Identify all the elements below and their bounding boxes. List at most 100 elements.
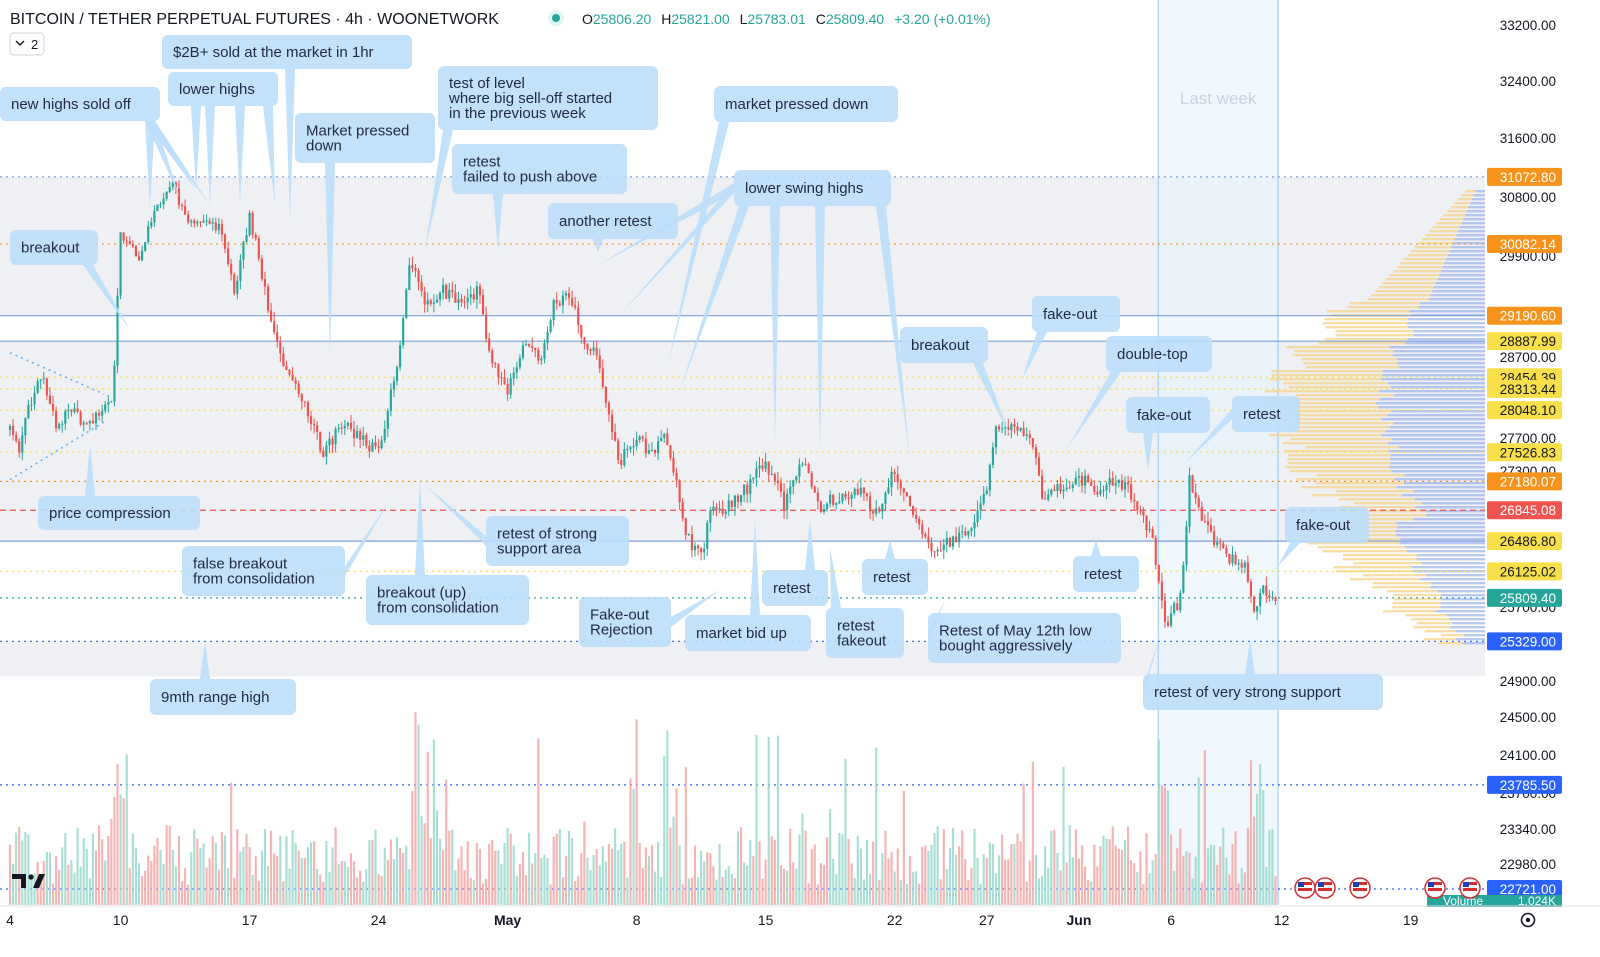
price-level-badge[interactable]: 23785.50 xyxy=(1487,775,1562,794)
candle[interactable] xyxy=(1194,483,1197,505)
candle[interactable] xyxy=(847,491,850,505)
candle[interactable] xyxy=(405,287,408,319)
candle[interactable] xyxy=(239,253,242,290)
callout-box[interactable] xyxy=(734,170,891,206)
candle[interactable] xyxy=(764,452,767,473)
candle[interactable] xyxy=(125,236,128,248)
candle[interactable] xyxy=(276,324,279,348)
price-level-badge[interactable]: 25809.40 xyxy=(1487,588,1562,607)
candle[interactable] xyxy=(122,232,125,245)
candle[interactable] xyxy=(337,423,340,433)
candle[interactable] xyxy=(248,210,251,237)
candle[interactable] xyxy=(331,435,334,454)
candle[interactable] xyxy=(1176,596,1179,611)
candle[interactable] xyxy=(1056,480,1059,498)
annotation-callout[interactable]: market bid up xyxy=(685,615,811,651)
candle[interactable] xyxy=(607,400,611,423)
candle[interactable] xyxy=(208,217,211,225)
candle[interactable] xyxy=(211,217,214,231)
candle[interactable] xyxy=(1228,553,1231,566)
candle[interactable] xyxy=(1240,559,1243,574)
candle[interactable] xyxy=(420,275,423,297)
candle[interactable] xyxy=(623,442,626,468)
candle[interactable] xyxy=(586,343,589,355)
candle[interactable] xyxy=(159,201,162,209)
candle[interactable] xyxy=(141,245,144,262)
candle[interactable] xyxy=(825,501,829,512)
candle[interactable] xyxy=(273,312,276,335)
annotation-callout[interactable]: Retest of May 12th low bought aggressivel… xyxy=(928,613,1121,663)
candle[interactable] xyxy=(918,516,921,530)
candle[interactable] xyxy=(555,292,558,310)
settings-gear-icon[interactable] xyxy=(1520,912,1536,928)
candle[interactable] xyxy=(469,285,472,306)
candle[interactable] xyxy=(196,220,199,227)
candle[interactable] xyxy=(162,192,165,210)
callout-box[interactable] xyxy=(714,86,898,122)
candle[interactable] xyxy=(1274,596,1277,606)
candle[interactable] xyxy=(1157,563,1160,585)
candle[interactable] xyxy=(313,418,316,434)
candle[interactable] xyxy=(217,218,220,235)
candle[interactable] xyxy=(346,421,349,430)
candle[interactable] xyxy=(1013,418,1016,434)
candle[interactable] xyxy=(853,487,856,499)
candle[interactable] xyxy=(30,397,33,411)
callout-box[interactable] xyxy=(452,144,627,194)
candle[interactable] xyxy=(865,492,869,502)
candle[interactable] xyxy=(168,181,171,194)
candle[interactable] xyxy=(365,433,368,449)
candle[interactable] xyxy=(804,458,807,466)
candle[interactable] xyxy=(629,445,632,453)
candle[interactable] xyxy=(1102,485,1105,497)
candle[interactable] xyxy=(156,204,159,212)
candle[interactable] xyxy=(1246,555,1249,584)
candle[interactable] xyxy=(718,500,721,513)
candle[interactable] xyxy=(478,282,482,304)
annotation-callout[interactable]: breakout xyxy=(10,230,98,265)
candle[interactable] xyxy=(435,294,439,303)
callout-box[interactable] xyxy=(438,66,658,130)
candle[interactable] xyxy=(580,324,583,344)
candle[interactable] xyxy=(445,283,448,300)
price-level-badge[interactable]: 27526.83 xyxy=(1487,443,1562,462)
candle[interactable] xyxy=(131,240,134,249)
candle[interactable] xyxy=(1188,467,1191,533)
candle[interactable] xyxy=(524,339,528,347)
price-level-badge[interactable]: 29190.60 xyxy=(1487,306,1562,325)
candle[interactable] xyxy=(475,281,478,309)
candle[interactable] xyxy=(506,377,509,402)
candle[interactable] xyxy=(279,336,282,362)
candle[interactable] xyxy=(973,514,976,538)
candle[interactable] xyxy=(531,337,534,353)
callout-box[interactable] xyxy=(1106,336,1212,372)
candle[interactable] xyxy=(779,477,783,498)
candle[interactable] xyxy=(70,409,73,417)
callout-box[interactable] xyxy=(366,575,529,625)
candle[interactable] xyxy=(1219,537,1222,551)
candle[interactable] xyxy=(1047,488,1050,502)
candle[interactable] xyxy=(352,420,356,447)
candle[interactable] xyxy=(994,425,998,455)
candle[interactable] xyxy=(1136,501,1139,515)
candle[interactable] xyxy=(1139,505,1142,516)
candle[interactable] xyxy=(1071,481,1074,492)
candle[interactable] xyxy=(991,442,995,469)
candle[interactable] xyxy=(543,339,546,364)
candle[interactable] xyxy=(509,373,512,399)
candle[interactable] xyxy=(1191,474,1194,494)
candle[interactable] xyxy=(872,510,875,522)
candle[interactable] xyxy=(1123,476,1127,498)
candle[interactable] xyxy=(970,526,973,537)
candle[interactable] xyxy=(1120,474,1124,492)
candle[interactable] xyxy=(1090,478,1093,487)
candle[interactable] xyxy=(451,281,454,298)
candle[interactable] xyxy=(454,283,457,303)
candle[interactable] xyxy=(660,429,663,442)
candle[interactable] xyxy=(712,500,715,516)
candle[interactable] xyxy=(1166,616,1170,628)
candle[interactable] xyxy=(73,402,76,414)
candle[interactable] xyxy=(359,428,362,449)
annotation-callout[interactable]: 9mth range high xyxy=(150,679,296,715)
annotation-callout[interactable]: retest fakeout xyxy=(826,608,904,658)
